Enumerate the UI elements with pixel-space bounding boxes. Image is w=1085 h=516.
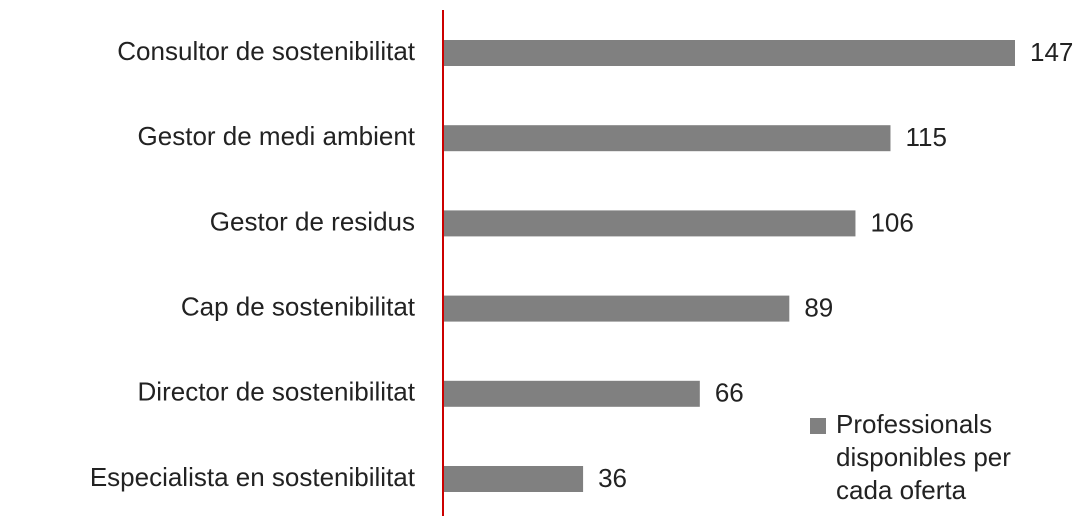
bar bbox=[443, 40, 1015, 66]
category-label: Consultor de sostenibilitat bbox=[117, 36, 415, 66]
bar bbox=[443, 210, 856, 237]
value-label: 36 bbox=[598, 463, 627, 493]
legend-label: Professionals disponibles per cada ofert… bbox=[836, 409, 1011, 505]
value-label: 147 bbox=[1030, 37, 1073, 67]
bar bbox=[443, 295, 790, 322]
value-label: 89 bbox=[804, 292, 833, 322]
category-label: Director de sostenibilitat bbox=[138, 377, 416, 407]
bar bbox=[443, 466, 584, 492]
value-label: 66 bbox=[715, 378, 744, 408]
value-label: 115 bbox=[905, 122, 946, 152]
category-label: Gestor de medi ambient bbox=[138, 121, 416, 151]
bar bbox=[443, 380, 700, 407]
category-label: Cap de sostenibilitat bbox=[181, 291, 416, 321]
legend: Professionals disponibles per cada ofert… bbox=[810, 408, 1050, 507]
legend-swatch bbox=[810, 418, 826, 434]
category-label: Especialista en sostenibilitat bbox=[90, 462, 416, 492]
category-label: Gestor de residus bbox=[210, 206, 415, 236]
bar bbox=[443, 125, 891, 152]
value-label: 106 bbox=[870, 207, 913, 237]
